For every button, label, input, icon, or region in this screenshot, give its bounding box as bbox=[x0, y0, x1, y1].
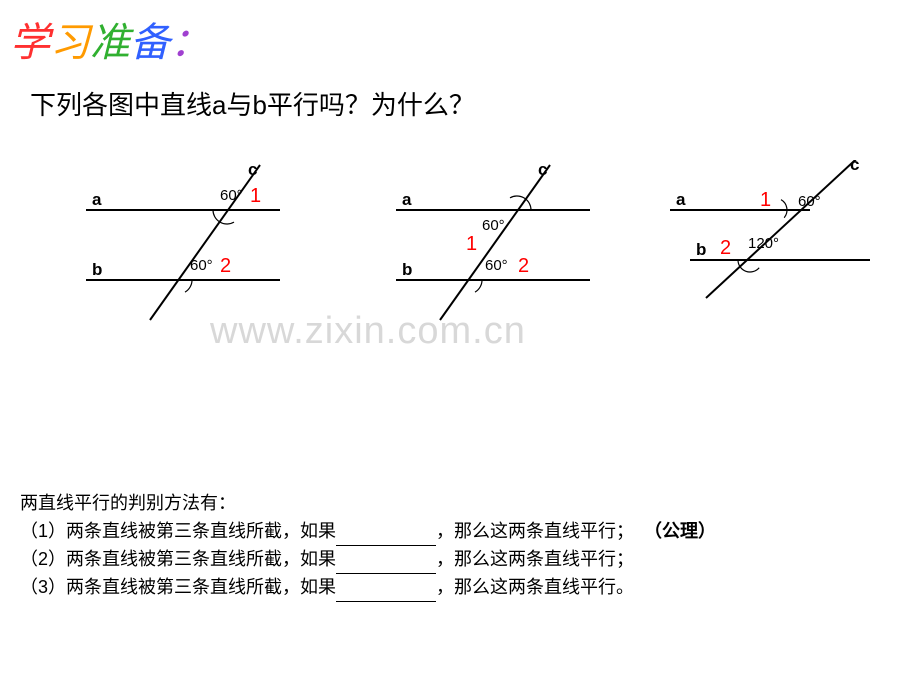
svg-text:120°: 120° bbox=[748, 235, 779, 252]
svg-text:1: 1 bbox=[760, 189, 771, 211]
rule-2-b: ，那么这两条直线平行； bbox=[436, 549, 634, 569]
svg-text:60°: 60° bbox=[190, 257, 213, 274]
svg-text:2: 2 bbox=[720, 237, 731, 259]
svg-text:1: 1 bbox=[250, 185, 261, 207]
svg-text:60°: 60° bbox=[485, 257, 508, 274]
svg-text:c: c bbox=[538, 160, 547, 179]
question-text: 下列各图中直线a与b平行吗？为什么？ bbox=[30, 85, 475, 122]
svg-text:c: c bbox=[850, 160, 859, 174]
rules-heading: 两直线平行的判别方法有： bbox=[20, 490, 716, 518]
rule-1: （1）两条直线被第三条直线所截，如果 ，那么这两条直线平行； （公理） bbox=[20, 518, 716, 546]
rule-3: （3）两条直线被第三条直线所截，如果 ，那么这两条直线平行。 bbox=[20, 574, 716, 602]
rule-1-a: （1）两条直线被第三条直线所截，如果 bbox=[20, 521, 336, 541]
svg-text:c: c bbox=[248, 160, 257, 179]
rule-2: （2）两条直线被第三条直线所截，如果 ，那么这两条直线平行； bbox=[20, 546, 716, 574]
rainbow-title: 学习准备： bbox=[10, 10, 210, 68]
rule-3-b: ，那么这两条直线平行。 bbox=[436, 577, 634, 597]
watermark: www.zixin.com.cn bbox=[210, 310, 526, 353]
svg-text:60°: 60° bbox=[220, 187, 243, 204]
svg-text:b: b bbox=[92, 260, 102, 279]
blank-1 bbox=[336, 527, 436, 546]
svg-text:2: 2 bbox=[518, 255, 529, 277]
rule-3-a: （3）两条直线被第三条直线所截，如果 bbox=[20, 577, 336, 597]
svg-text:a: a bbox=[92, 190, 102, 209]
diagram-2: c a b 60° 1 60° 2 bbox=[360, 160, 620, 330]
svg-text:a: a bbox=[676, 190, 686, 209]
svg-text:a: a bbox=[402, 190, 412, 209]
svg-text:60°: 60° bbox=[798, 193, 821, 210]
blank-2 bbox=[336, 555, 436, 574]
svg-text:b: b bbox=[696, 240, 706, 259]
blank-3 bbox=[336, 583, 436, 602]
rule-2-a: （2）两条直线被第三条直线所截，如果 bbox=[20, 549, 336, 569]
rules-block: 两直线平行的判别方法有： （1）两条直线被第三条直线所截，如果 ，那么这两条直线平… bbox=[20, 490, 716, 602]
rule-1-b: ，那么这两条直线平行； bbox=[436, 521, 634, 541]
svg-text:60°: 60° bbox=[482, 217, 505, 234]
diagram-3: c a b 60° 1 120° 2 bbox=[640, 160, 900, 330]
svg-text:b: b bbox=[402, 260, 412, 279]
rule-1-axiom: （公理） bbox=[644, 521, 716, 541]
svg-text:1: 1 bbox=[466, 233, 477, 255]
diagram-1: c a b 60° 1 60° 2 bbox=[50, 160, 310, 330]
svg-text:2: 2 bbox=[220, 255, 231, 277]
